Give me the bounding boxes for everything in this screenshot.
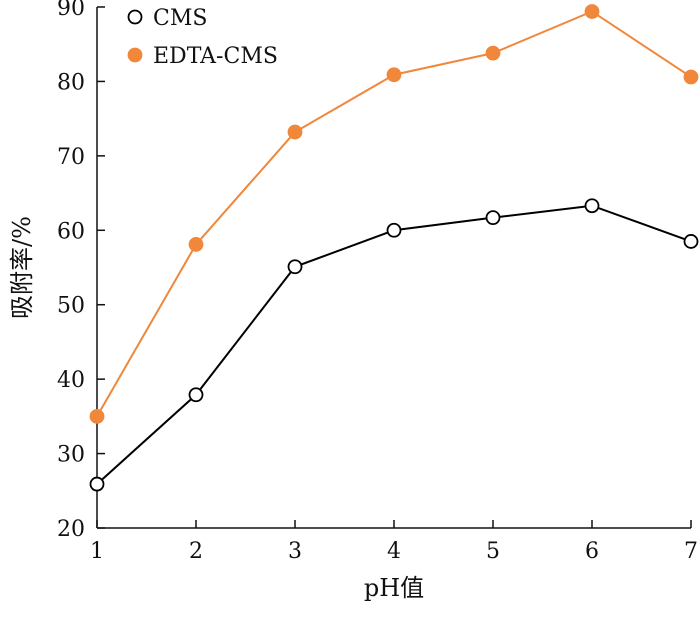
legend-marker-edta-cms — [127, 47, 143, 63]
x-tick-label: 2 — [189, 539, 203, 564]
y-tick-label: 50 — [57, 294, 85, 319]
legend: CMS EDTA-CMS — [127, 6, 278, 69]
data-point-cms — [188, 387, 204, 403]
data-point-edta-cms — [287, 124, 303, 140]
chart-axes — [96, 7, 691, 529]
data-point-cms — [89, 476, 105, 492]
data-point-cms — [683, 234, 699, 249]
data-point-edta-cms — [584, 4, 600, 19]
x-tick-label: 7 — [684, 539, 698, 564]
data-point-cms — [386, 222, 402, 238]
y-tick-label: 80 — [57, 70, 85, 95]
data-point-edta-cms — [683, 69, 699, 85]
data-point-cms — [287, 259, 303, 275]
y-tick-label: 90 — [57, 0, 85, 21]
x-tick-label: 4 — [387, 539, 401, 564]
legend-label-cms: CMS — [153, 6, 207, 31]
data-point-cms — [485, 210, 501, 226]
data-point-cms — [584, 198, 600, 214]
y-tick-label: 20 — [57, 517, 85, 542]
x-axis-ticks: 1 2 3 4 5 6 7 — [90, 520, 698, 564]
series-layer — [89, 4, 699, 492]
data-point-edta-cms — [485, 45, 501, 61]
y-tick-label: 40 — [57, 368, 85, 393]
series-cms — [89, 198, 699, 492]
y-tick-label: 70 — [57, 145, 85, 170]
y-tick-label: 30 — [57, 443, 85, 468]
y-tick-label: 60 — [57, 219, 85, 244]
legend-label-edta-cms: EDTA-CMS — [153, 44, 278, 69]
data-point-edta-cms — [188, 237, 204, 252]
data-point-edta-cms — [89, 408, 105, 424]
x-axis-title: pH值 — [364, 574, 424, 602]
x-tick-label: 5 — [486, 539, 500, 564]
x-tick-label: 1 — [90, 539, 104, 564]
legend-marker-cms — [127, 9, 143, 25]
y-axis-ticks: 20 30 40 50 60 70 80 90 — [57, 0, 105, 542]
data-point-edta-cms — [386, 67, 402, 83]
y-axis-title: 吸附率/% — [8, 216, 36, 319]
series-line-cms — [96, 204, 692, 485]
x-tick-label: 3 — [288, 539, 302, 564]
series-edta-cms — [89, 4, 699, 424]
x-tick-label: 6 — [585, 539, 599, 564]
